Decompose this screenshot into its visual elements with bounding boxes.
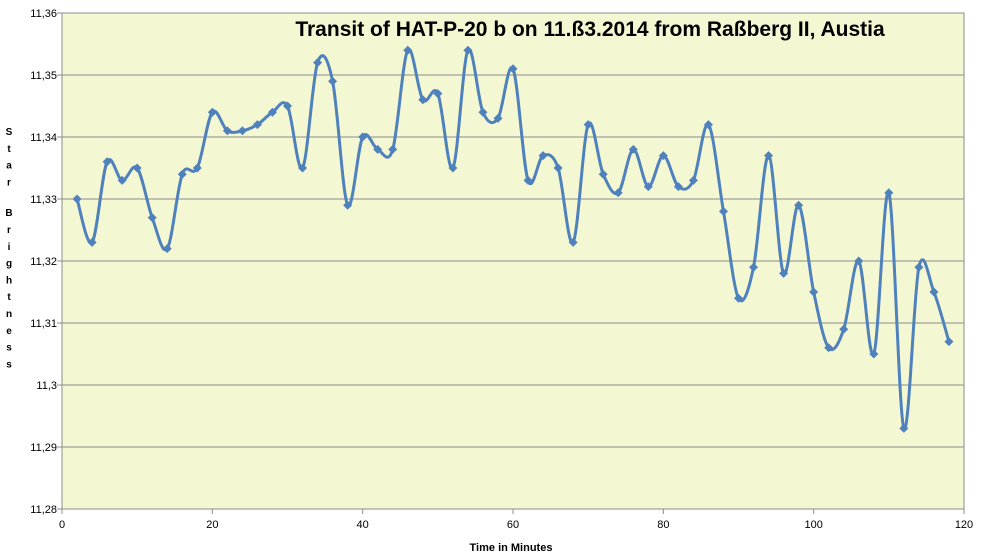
data-point [117, 175, 127, 185]
data-point [237, 126, 247, 136]
data-point [192, 163, 202, 173]
x-tick-label: 100 [804, 519, 822, 531]
x-tick-label: 60 [507, 519, 519, 531]
data-point [508, 64, 518, 74]
data-point [433, 89, 443, 99]
y-axis-label-letter: n [6, 309, 12, 320]
y-tick-label: 11,32 [30, 256, 57, 268]
data-point [328, 76, 338, 86]
y-tick-label: 11,31 [30, 318, 57, 330]
chart-title: Transit of HAT-P-20 b on 11.ß3.2014 from… [295, 18, 885, 41]
data-point [373, 144, 383, 154]
y-tick-label: 11,28 [30, 504, 57, 516]
data-point [177, 169, 187, 179]
data-point [854, 256, 864, 266]
data-point [252, 120, 262, 130]
data-point [929, 287, 939, 297]
data-point [869, 349, 879, 359]
x-tick-labels: 0 20 40 60 80 100 120 [59, 519, 973, 531]
data-point [388, 144, 398, 154]
data-point [613, 188, 623, 198]
y-axis-label-letter: s [6, 343, 12, 354]
data-point [267, 107, 277, 117]
data-point [313, 58, 323, 68]
data-point [598, 169, 608, 179]
data-point [538, 151, 548, 161]
y-tick-label: 11,34 [30, 132, 57, 144]
axes [61, 12, 965, 514]
y-axis-label-letter: s [6, 359, 12, 370]
data-point [839, 324, 849, 334]
data-point [207, 107, 217, 117]
data-point [358, 132, 368, 142]
data-point [779, 268, 789, 278]
data-point [478, 107, 488, 117]
y-axis-label-letter: a [6, 161, 12, 172]
data-point [824, 343, 834, 353]
data-point [703, 120, 713, 130]
data-point [162, 244, 172, 254]
data-point [688, 175, 698, 185]
x-tick-label: 80 [657, 519, 669, 531]
y-axis-label-letter: t [7, 144, 11, 155]
data-point [628, 144, 638, 154]
y-tick-label: 11,29 [30, 442, 57, 454]
data-point [343, 200, 353, 210]
y-axis-label-letter: t [7, 292, 11, 303]
y-tick-label: 11,35 [30, 70, 57, 82]
data-point [553, 163, 563, 173]
y-axis-label-letter: g [6, 259, 12, 270]
data-point [448, 163, 458, 173]
data-point [147, 213, 157, 223]
data-point [583, 120, 593, 130]
data-point [734, 293, 743, 303]
y-tick-label: 11,3 [36, 380, 57, 392]
y-axis-label-letter: r [7, 225, 11, 236]
data-point [658, 151, 668, 161]
data-point-markers [72, 45, 954, 433]
data-point [809, 287, 819, 297]
data-point [749, 262, 759, 272]
y-axis-label-letter: S [6, 127, 13, 138]
data-point [298, 163, 308, 173]
data-point [87, 237, 97, 247]
y-axis-label-letter: B [5, 208, 12, 219]
y-tick-label: 11,33 [30, 194, 57, 206]
y-axis-label-letter: r [7, 177, 11, 188]
data-point [764, 151, 774, 161]
x-axis-label: Time in Minutes [470, 542, 553, 554]
data-point [463, 45, 473, 55]
data-point [102, 157, 112, 167]
data-point [403, 45, 413, 55]
data-point [493, 113, 503, 123]
y-tick-labels: 11,28 11,29 11,3 11,31 11,32 11,33 11,34 11,35 1… [30, 8, 57, 516]
data-point [673, 182, 683, 192]
x-tick-label: 20 [206, 519, 218, 531]
x-tick-label: 40 [357, 519, 369, 531]
data-point [944, 337, 954, 347]
data-point [72, 194, 82, 204]
y-tick-label: 11,36 [30, 8, 57, 20]
x-tick-label: 0 [59, 519, 65, 531]
y-axis-label-letter: e [6, 326, 12, 337]
data-point [132, 163, 142, 173]
data-point [222, 126, 232, 136]
y-axis-label-letter: h [6, 275, 12, 286]
x-tick-label: 120 [955, 519, 973, 531]
data-point [794, 200, 804, 210]
data-point [418, 95, 428, 105]
data-point [568, 237, 578, 247]
data-point [643, 182, 653, 192]
data-point [884, 188, 894, 198]
y-axis-label-letter: i [8, 242, 11, 253]
data-point [914, 262, 924, 272]
data-point [899, 423, 909, 433]
data-point [283, 101, 292, 111]
data-point [523, 175, 533, 185]
data-point [718, 206, 728, 216]
